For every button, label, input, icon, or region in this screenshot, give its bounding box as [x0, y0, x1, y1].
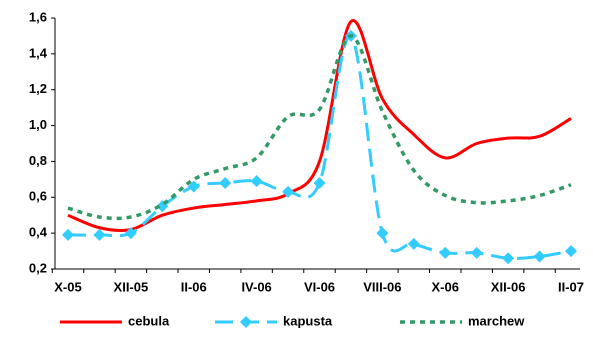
marker — [93, 228, 106, 241]
legend-label: marchew — [468, 313, 525, 328]
y-tick-label: 0,6 — [29, 189, 47, 204]
y-tick-label: 1,2 — [29, 81, 47, 96]
marker — [282, 185, 295, 198]
x-tick-label: VIII-06 — [363, 279, 401, 294]
y-tick-label: 0,2 — [29, 260, 47, 275]
y-tick-label: 0,8 — [29, 153, 47, 168]
marker — [376, 227, 389, 240]
series-line — [67, 34, 572, 221]
x-tick-label: II-07 — [558, 279, 584, 294]
x-tick-label: X-05 — [54, 279, 81, 294]
x-tick-label: XII-06 — [491, 279, 526, 294]
marker — [313, 176, 326, 189]
marker — [250, 175, 263, 188]
y-tick-label: 1,6 — [29, 9, 47, 24]
y-tick-label: 1,0 — [29, 117, 47, 132]
marker — [470, 246, 483, 259]
series-line — [67, 34, 572, 260]
marker — [62, 228, 74, 241]
legend-label: cebula — [128, 313, 170, 328]
legend-label: kapusta — [283, 313, 333, 328]
marker — [187, 180, 200, 193]
series-line — [67, 19, 572, 233]
x-tick-label: IV-06 — [241, 279, 271, 294]
marker — [407, 237, 420, 250]
marker — [533, 250, 546, 263]
x-tick-label: X-06 — [432, 279, 459, 294]
marker — [124, 227, 137, 240]
x-tick-label: II-06 — [181, 279, 207, 294]
x-tick-label: VI-06 — [304, 279, 335, 294]
marker — [439, 246, 452, 259]
marker — [565, 245, 577, 258]
y-tick-label: 0,4 — [29, 225, 48, 240]
marker — [219, 176, 232, 189]
y-tick-label: 1,4 — [29, 45, 48, 60]
marker — [502, 252, 515, 265]
legend-marker — [240, 316, 252, 328]
x-tick-label: XII-05 — [114, 279, 149, 294]
